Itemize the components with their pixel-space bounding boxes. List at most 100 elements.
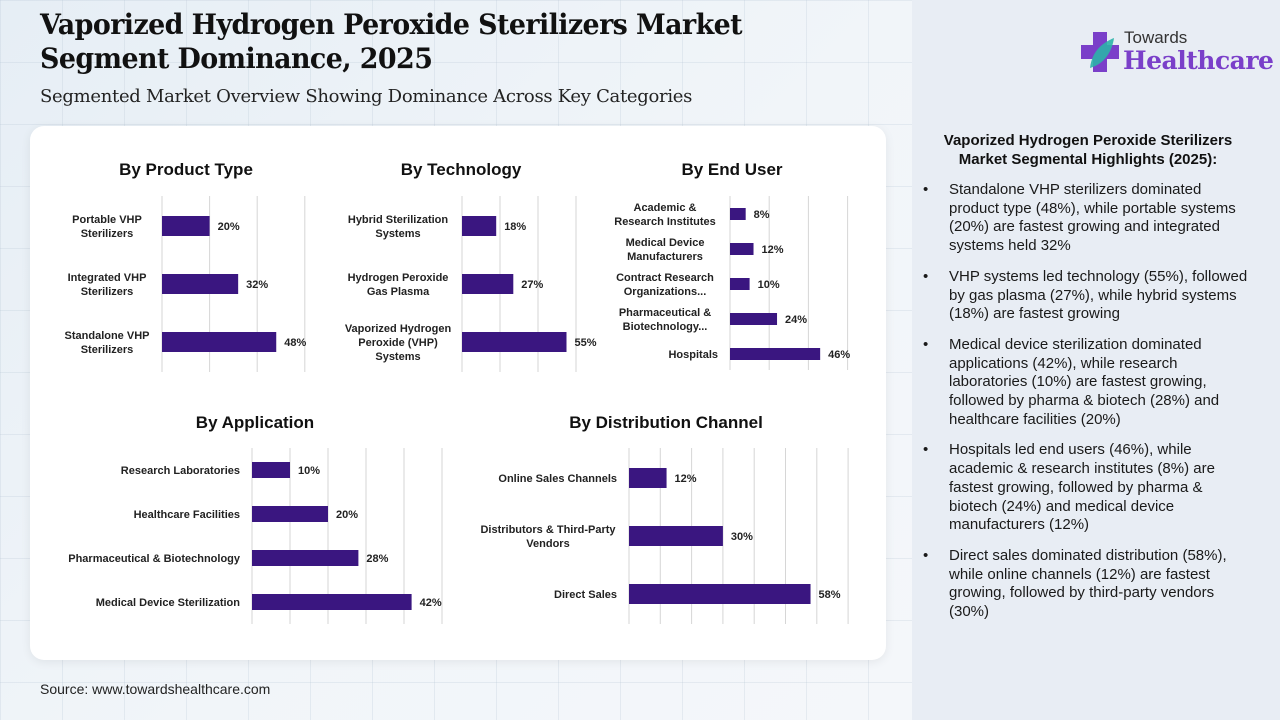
bar (462, 332, 567, 352)
highlight-text: Hospitals led end users (46%), while aca… (949, 441, 1215, 534)
highlight-item: • Standalone VHP sterilizers dominated pr… (920, 181, 1250, 256)
chart-by-end-user: By End User 8% Academic & Research Institut… (614, 160, 850, 370)
bar (730, 243, 754, 255)
value-label: 30% (731, 531, 753, 543)
category-label-line: Integrated VHP (68, 272, 147, 284)
value-label: 27% (521, 279, 543, 291)
category-label: Pharmaceutical & Biotechnology... (619, 307, 711, 333)
category-label: Contract Research Organizations... (616, 272, 714, 298)
value-label: 42% (420, 597, 442, 609)
title-line-2: Segment Dominance, 2025 (40, 42, 433, 75)
category-label: Integrated VHP Sterilizers (68, 272, 147, 298)
value-label: 12% (762, 244, 784, 256)
bar (252, 550, 359, 566)
value-label: 58% (819, 589, 841, 601)
category-label-line: Gas Plasma (367, 286, 430, 298)
highlight-text: Medical device sterilization dominated a… (949, 335, 1220, 428)
category-label: Medical Device Sterilization (96, 597, 241, 609)
value-label: 24% (785, 314, 807, 326)
highlights-list: • Standalone VHP sterilizers dominated pr… (920, 181, 1250, 634)
highlights-title-line-2: Market Segmental Highlights (2025): (958, 151, 1218, 168)
category-label-line: Pharmaceutical & Biotechnology (68, 553, 241, 565)
value-label: 55% (575, 337, 597, 349)
value-label: 20% (218, 221, 240, 233)
category-label-line: Systems (375, 228, 420, 240)
category-label-line: Manufacturers (627, 251, 703, 263)
category-label-line: Online Sales Channels (498, 473, 617, 485)
highlight-text: Direct sales dominated distribution (58%… (949, 546, 1227, 621)
category-label: Research Laboratories (121, 465, 240, 477)
bar (252, 594, 412, 610)
highlight-item: • VHP systems led technology (55%), follo… (920, 268, 1250, 324)
bar (252, 462, 290, 478)
page-subtitle: Segmented Market Overview Showing Domina… (40, 86, 693, 107)
bar (162, 274, 239, 294)
value-label: 48% (284, 337, 306, 349)
chart-by-technology: By Technology 18% Hybrid Sterilization Syst… (345, 160, 597, 372)
category-label-line: Sterilizers (81, 344, 134, 356)
category-label-line: Pharmaceutical & (619, 307, 711, 319)
category-label-line: Direct Sales (554, 589, 617, 601)
category-label-line: Hospitals (668, 349, 718, 361)
bullet-icon: • (923, 441, 929, 459)
category-label-line: Academic & (634, 202, 697, 214)
bar (730, 278, 750, 290)
brand-logo: Towards Healthcare (1080, 28, 1274, 78)
category-label-line: Vaporized Hydrogen (345, 323, 452, 335)
category-label: Pharmaceutical & Biotechnology (68, 553, 241, 565)
highlight-text: Standalone VHP sterilizers dominated pro… (949, 181, 1236, 255)
highlight-item: • Medical device sterilization dominated … (920, 336, 1250, 430)
chart-by-application: By Application 10% Research Laboratories 20… (68, 413, 443, 624)
category-label: Standalone VHP Sterilizers (65, 330, 150, 356)
value-label: 8% (754, 209, 770, 221)
chart-by-product-type: By Product Type 20% Portable VHP Sterilizer… (65, 160, 306, 372)
highlight-item: • Hospitals led end users (46%), while ac… (920, 441, 1250, 535)
category-label-line: Contract Research (616, 272, 714, 284)
bar (462, 274, 514, 294)
category-label-line: Peroxide (VHP) (358, 337, 438, 349)
title-line-1: Vaporized Hydrogen Peroxide Sterilizers … (40, 8, 743, 41)
value-label: 20% (336, 509, 358, 521)
logo-text-healthcare: Healthcare (1123, 46, 1274, 75)
category-label-line: Standalone VHP (65, 330, 150, 342)
category-label-line: Organizations... (624, 286, 707, 298)
chart-title: By Technology (401, 160, 522, 179)
category-label: Direct Sales (554, 589, 617, 601)
category-label-line: Distributors & Third-Party (480, 524, 616, 536)
chart-title: By Distribution Channel (569, 413, 763, 432)
logo-text-towards: Towards (1124, 28, 1188, 47)
category-label-line: Systems (375, 351, 420, 363)
highlights-panel (912, 0, 1280, 720)
category-label-line: Medical Device Sterilization (96, 597, 241, 609)
bar (162, 332, 277, 352)
source-footer: Source: www.towardshealthcare.com (40, 681, 271, 697)
category-label-line: Portable VHP (72, 214, 142, 226)
value-label: 10% (298, 465, 320, 477)
category-label-line: Sterilizers (81, 286, 134, 298)
category-label: Vaporized Hydrogen Peroxide (VHP) Systems (345, 323, 452, 363)
bar (730, 313, 778, 325)
bar (162, 216, 210, 236)
highlight-item: • Direct sales dominated distribution (58… (920, 547, 1250, 622)
category-label-line: Hydrogen Peroxide (348, 272, 449, 284)
medical-cross-leaf-icon (1081, 32, 1119, 72)
category-label: Hybrid Sterilization Systems (348, 214, 449, 240)
category-label-line: Research Laboratories (121, 465, 240, 477)
category-label: Distributors & Third-Party Vendors (480, 524, 616, 550)
value-label: 28% (366, 553, 388, 565)
category-label-line: Healthcare Facilities (134, 509, 240, 521)
bullet-icon: • (923, 335, 929, 353)
bar (730, 208, 746, 220)
category-label: Healthcare Facilities (134, 509, 240, 521)
chart-title: By End User (681, 160, 782, 179)
category-label: Portable VHP Sterilizers (72, 214, 142, 240)
charts-canvas: By Product Type 20% Portable VHP Sterilizer… (65, 160, 850, 624)
bar (629, 526, 723, 546)
highlights-title: Vaporized Hydrogen Peroxide Sterilizers … (920, 131, 1256, 169)
value-label: 46% (828, 349, 850, 361)
chart-by-distribution-channel: By Distribution Channel 12% Online Sales C… (480, 413, 849, 624)
category-label-line: Sterilizers (81, 228, 134, 240)
category-label: Medical Device Manufacturers (626, 237, 705, 263)
value-label: 10% (758, 279, 780, 291)
value-label: 12% (675, 473, 697, 485)
